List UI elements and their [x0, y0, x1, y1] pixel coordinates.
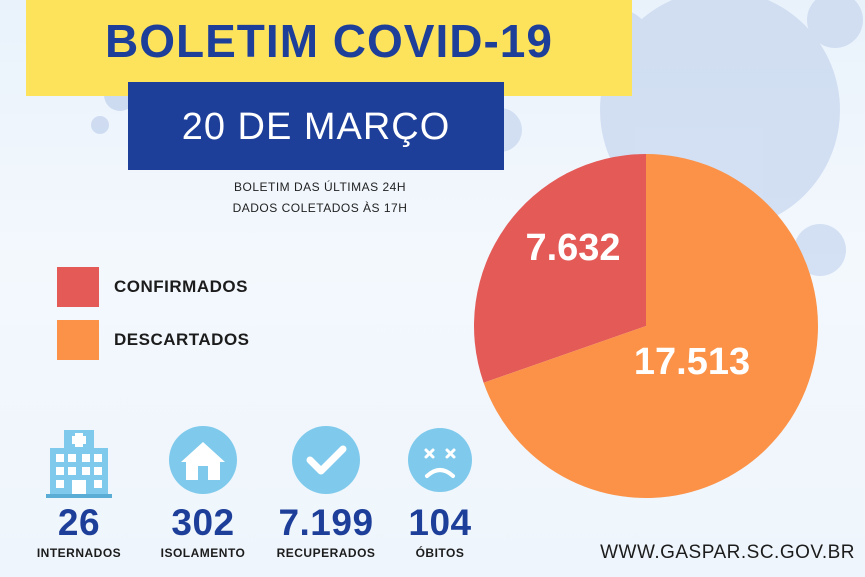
subtitle-line-2: DADOS COLETADOS ÀS 17H	[232, 201, 408, 215]
stat-value-isolamento: 302	[171, 502, 235, 543]
stat-value-obitos: 104	[408, 502, 472, 543]
page-title: BOLETIM COVID-19	[105, 15, 553, 67]
stat-value-recuperados: 7.199	[278, 502, 374, 543]
stat-internados: 26 INTERNADOS	[14, 420, 144, 560]
legend-label-discarded: DESCARTADOS	[114, 330, 250, 349]
pie-slice-descartados	[483, 154, 818, 498]
subtitle-line-1: BOLETIM DAS ÚLTIMAS 24H	[234, 180, 406, 194]
stat-label-recuperados: RECUPERADOS	[276, 546, 376, 560]
pie-label-confirmados: 7.632	[525, 227, 620, 269]
stat-isolamento: 302 ISOLAMENTO	[138, 420, 268, 560]
pie-slice-confirmados	[474, 154, 646, 383]
stat-value-internados: 26	[57, 502, 101, 543]
stat-obitos: 104 ÓBITOS	[375, 420, 505, 560]
sad-face-icon	[408, 428, 472, 492]
stat-label-obitos: ÓBITOS	[415, 546, 465, 560]
stat-label-isolamento: ISOLAMENTO	[160, 546, 246, 560]
pie-label-descartados: 17.513	[634, 341, 750, 383]
house-icon	[169, 426, 237, 494]
legend-swatch-confirmed	[57, 267, 99, 307]
legend-swatch-discarded	[57, 320, 99, 360]
website-url: WWW.GASPAR.SC.GOV.BR	[600, 542, 855, 563]
date-box	[128, 82, 504, 170]
stat-label-internados: INTERNADOS	[36, 546, 122, 560]
pie-chart: 7.632 17.513	[474, 154, 818, 498]
stat-recuperados: 7.199 RECUPERADOS	[261, 420, 391, 560]
legend-item-discarded: DESCARTADOS	[57, 320, 250, 360]
title-band	[26, 0, 632, 96]
bulletin-date: 20 DE MARÇO	[181, 106, 451, 148]
legend-item-confirmed: CONFIRMADOS	[57, 267, 248, 307]
legend-label-confirmed: CONFIRMADOS	[114, 277, 248, 296]
hospital-icon	[46, 430, 112, 498]
check-icon	[292, 426, 360, 494]
